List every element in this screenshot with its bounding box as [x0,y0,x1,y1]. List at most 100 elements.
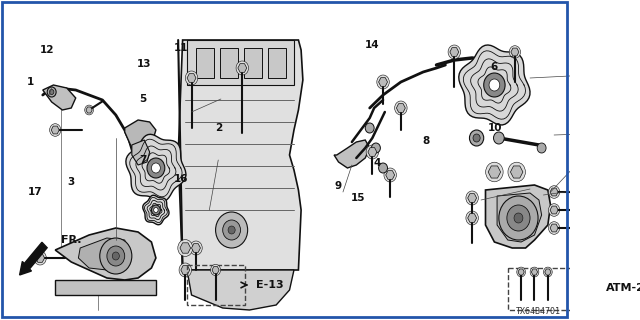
Circle shape [100,238,132,274]
Polygon shape [531,269,538,275]
Polygon shape [386,171,395,179]
Circle shape [379,163,387,173]
Text: 9: 9 [335,180,342,191]
Circle shape [178,240,193,256]
Circle shape [189,241,202,255]
Polygon shape [550,206,558,214]
Circle shape [514,213,523,223]
Polygon shape [550,224,558,232]
Polygon shape [55,280,156,295]
Circle shape [530,267,539,277]
Circle shape [147,158,165,178]
Circle shape [371,143,380,153]
Polygon shape [180,243,191,253]
Polygon shape [238,64,247,72]
Circle shape [216,212,248,248]
Polygon shape [43,85,76,110]
Circle shape [152,205,161,215]
Circle shape [112,252,120,260]
Circle shape [543,267,552,277]
Circle shape [548,222,560,234]
Polygon shape [244,48,262,78]
Polygon shape [488,166,500,178]
Polygon shape [125,120,156,155]
Circle shape [152,163,161,173]
Text: 12: 12 [40,44,54,55]
Text: 13: 13 [137,59,151,69]
Circle shape [50,124,61,136]
Circle shape [154,207,158,212]
Circle shape [548,204,560,216]
Polygon shape [468,214,477,222]
Polygon shape [459,45,530,125]
Bar [187,265,245,305]
Polygon shape [191,244,200,252]
Circle shape [49,90,54,94]
Polygon shape [55,228,156,280]
Polygon shape [550,188,558,196]
Circle shape [489,79,500,91]
Circle shape [516,267,525,277]
Circle shape [508,162,525,182]
Polygon shape [511,48,519,56]
Polygon shape [368,148,377,156]
Text: 8: 8 [422,136,429,146]
Circle shape [484,73,505,97]
Circle shape [473,134,480,142]
Circle shape [470,130,484,146]
Polygon shape [486,185,550,248]
Text: 6: 6 [490,62,497,72]
Text: 1: 1 [27,76,34,87]
Text: FR.: FR. [61,235,81,245]
Text: 3: 3 [67,177,74,188]
Text: 16: 16 [174,174,188,184]
Circle shape [466,211,478,225]
Circle shape [509,46,520,58]
Polygon shape [450,48,459,56]
Polygon shape [468,194,477,202]
Polygon shape [196,48,214,78]
Polygon shape [126,134,186,202]
Text: 7: 7 [140,155,147,165]
Polygon shape [334,140,370,168]
Circle shape [493,132,504,144]
Text: 4: 4 [373,158,381,168]
Circle shape [107,246,125,266]
Polygon shape [268,48,286,78]
Circle shape [366,145,379,159]
Text: 11: 11 [174,43,188,53]
Text: TX64B4701: TX64B4701 [516,307,561,316]
Circle shape [84,105,93,115]
Circle shape [377,75,389,89]
Circle shape [47,87,56,97]
Polygon shape [36,254,45,262]
Circle shape [384,168,396,182]
Polygon shape [86,107,92,113]
Circle shape [34,251,46,265]
Polygon shape [497,193,541,242]
Polygon shape [181,266,189,274]
Circle shape [395,101,407,115]
Polygon shape [132,140,150,165]
Circle shape [448,45,461,59]
Circle shape [228,226,235,234]
Circle shape [499,196,538,240]
Bar [508,268,597,310]
Circle shape [179,263,191,277]
Polygon shape [178,40,303,270]
Polygon shape [51,126,60,134]
Circle shape [537,143,546,153]
Circle shape [186,71,198,85]
Text: ATM-2: ATM-2 [605,283,640,293]
Polygon shape [143,195,169,225]
Polygon shape [220,48,238,78]
Circle shape [548,186,560,198]
Polygon shape [518,269,524,275]
Polygon shape [545,269,551,275]
Polygon shape [187,74,196,82]
Polygon shape [511,166,523,178]
Polygon shape [78,238,129,270]
Circle shape [486,162,503,182]
Polygon shape [379,78,387,86]
Text: 17: 17 [28,187,43,197]
